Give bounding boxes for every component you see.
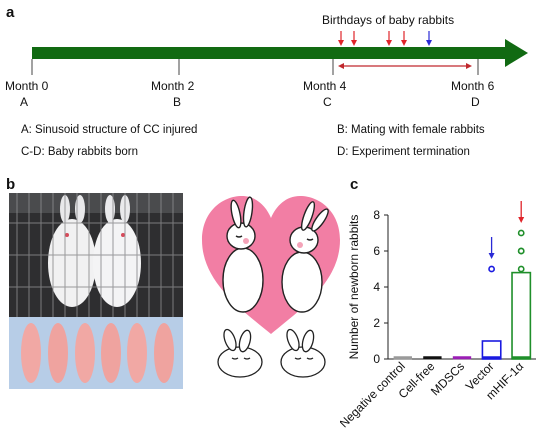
baby-rabbit-left <box>217 328 263 378</box>
annotation-arrow-head <box>488 253 495 259</box>
blush-right <box>297 242 303 248</box>
month-2-label: Month 2 <box>151 79 195 93</box>
annotation-arrow-head <box>518 217 525 223</box>
panel-label-c: c <box>350 176 359 193</box>
y-tick-label: 2 <box>373 316 380 330</box>
rabbit-family-illustration <box>202 196 340 378</box>
month-4-label: Month 4 <box>303 79 347 93</box>
timeline-arrow-head <box>505 39 528 67</box>
data-point <box>517 265 525 273</box>
y-tick-label: 8 <box>373 208 380 222</box>
rabbit-photographs <box>9 193 183 389</box>
birthday-arrow-red-2 <box>351 31 357 46</box>
legend-D: D: Experiment termination <box>337 146 470 158</box>
timeline-diagram <box>31 31 528 75</box>
baby-rabbit-right <box>280 328 326 378</box>
panel-label-b: b <box>6 176 16 193</box>
month-6-label: Month 6 <box>451 79 495 93</box>
adult-rabbit-right <box>281 201 329 313</box>
month-6-sub: D <box>471 95 480 109</box>
birthday-arrow-red-1 <box>338 31 344 46</box>
month-4-sub: C <box>323 95 332 109</box>
blush-left <box>243 238 249 244</box>
birth-range-arrow <box>338 63 472 69</box>
panel-label-a: a <box>6 4 15 21</box>
y-tick-label: 4 <box>373 280 380 294</box>
legend-CD: C-D: Baby rabbits born <box>21 146 138 158</box>
month-0-sub: A <box>20 95 29 109</box>
bar <box>511 271 532 360</box>
birthday-arrow-red-3 <box>386 31 392 46</box>
x-tick-label: MDSCs <box>428 359 467 398</box>
y-axis-title: Number of newborn rabbits <box>347 215 361 360</box>
data-point <box>517 247 525 255</box>
month-2-sub: B <box>173 95 182 109</box>
birthday-arrow-blue <box>426 31 432 46</box>
data-point <box>517 229 525 237</box>
cage-photo <box>9 193 183 317</box>
timeline-arrow-shaft <box>32 47 510 59</box>
y-tick-label: 0 <box>373 352 380 366</box>
legend-B: B: Mating with female rabbits <box>337 124 485 136</box>
y-tick-label: 6 <box>373 244 380 258</box>
annotation-arrow <box>518 201 525 223</box>
legend-A: A: Sinusoid structure of CC injured <box>21 124 198 136</box>
birthdays-header: Birthdays of baby rabbits <box>322 13 455 27</box>
newborn-photo <box>9 317 183 389</box>
annotation-arrow <box>488 237 495 259</box>
birthday-arrow-red-4 <box>401 31 407 46</box>
data-point <box>488 265 495 273</box>
month-0-label: Month 0 <box>5 79 49 93</box>
bar <box>481 340 502 360</box>
